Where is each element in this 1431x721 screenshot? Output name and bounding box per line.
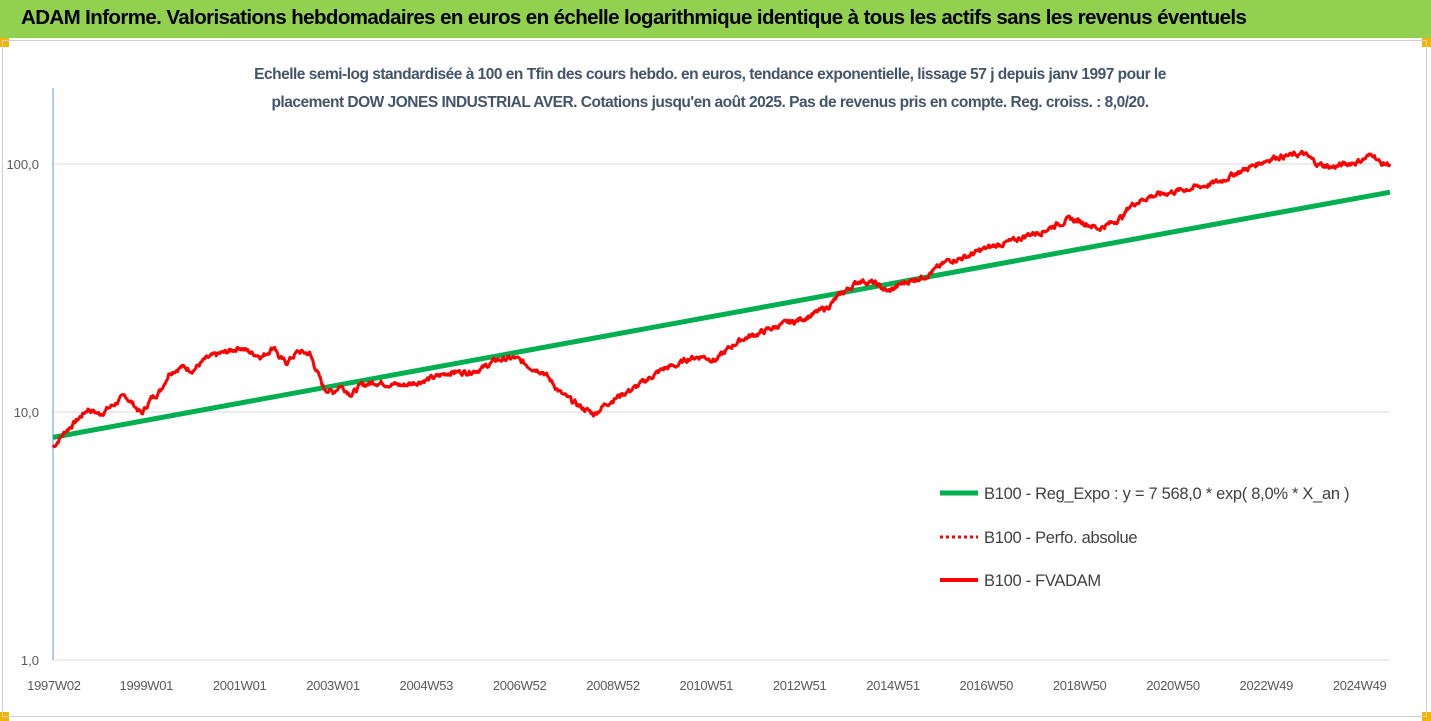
- x-tick-label-0: 1997W02: [27, 678, 81, 693]
- y-tick-label-1: 10,0: [14, 405, 39, 420]
- x-tick-label-14: 2024W49: [1333, 678, 1387, 693]
- x-tick-label-9: 2014W51: [866, 678, 920, 693]
- header-bar: ADAM Informe. Valorisations hebdomadaire…: [0, 0, 1431, 38]
- y-tick-label-2: 100,0: [6, 157, 39, 172]
- x-tick-label-2: 2001W01: [213, 678, 267, 693]
- x-tick-label-7: 2010W51: [680, 678, 734, 693]
- x-tick-label-12: 2020W50: [1146, 678, 1200, 693]
- corner-marker-top-left: [0, 38, 9, 47]
- chart-title-line-2: placement DOW JONES INDUSTRIAL AVER. Cot…: [271, 94, 1149, 111]
- x-tick-label-8: 2012W51: [773, 678, 827, 693]
- x-tick-label-1: 1999W01: [120, 678, 174, 693]
- series-line-regression: [52, 189, 1391, 440]
- chart-title-line-1: Echelle semi-log standardisée à 100 en T…: [254, 66, 1166, 83]
- x-tick-label-13: 2022W49: [1240, 678, 1294, 693]
- x-tick-label-4: 2004W53: [400, 678, 454, 693]
- x-tick-label-3: 2003W01: [306, 678, 360, 693]
- x-tick-label-11: 2018W50: [1053, 678, 1107, 693]
- x-tick-label-6: 2008W52: [586, 678, 640, 693]
- x-tick-label-10: 2016W50: [960, 678, 1014, 693]
- legend-label-0: B100 - Reg_Expo : y = 7 568,0 * exp( 8,0…: [984, 485, 1349, 503]
- header-title: ADAM Informe. Valorisations hebdomadaire…: [21, 6, 1247, 29]
- y-tick-label-0: 1,0: [21, 653, 39, 668]
- x-tick-label-5: 2006W52: [493, 678, 547, 693]
- legend-label-1: B100 - Perfo. absolue: [984, 529, 1137, 547]
- legend-label-2: B100 - FVADAM: [984, 572, 1101, 590]
- chart-frame: [2, 40, 1427, 717]
- series-line-fvadam: [51, 149, 1392, 449]
